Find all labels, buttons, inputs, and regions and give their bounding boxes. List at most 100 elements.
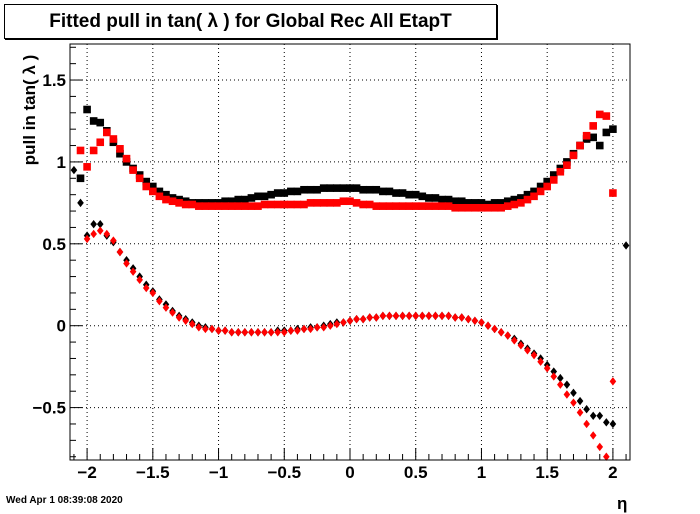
y-tick-label: 0 (57, 317, 66, 336)
data-point (484, 203, 492, 212)
data-point (333, 199, 341, 207)
data-point (583, 419, 590, 429)
data-point (149, 288, 157, 298)
data-point (221, 326, 229, 335)
data-point (123, 259, 130, 268)
data-point (300, 200, 308, 209)
data-point (419, 311, 426, 321)
data-point (135, 174, 144, 183)
data-point (418, 192, 427, 201)
data-point (490, 203, 499, 212)
data-point (175, 313, 183, 322)
data-point (202, 324, 209, 334)
data-point (313, 199, 321, 207)
data-point (294, 326, 301, 335)
x-tick-label: 0 (345, 463, 354, 482)
data-point (181, 200, 190, 209)
data-point (201, 202, 210, 210)
data-point (221, 202, 229, 210)
data-point (478, 318, 485, 327)
data-point (563, 390, 571, 399)
data-point (234, 328, 242, 337)
data-point (595, 110, 604, 119)
data-point (307, 324, 314, 334)
data-point (491, 324, 498, 334)
data-point (208, 324, 216, 334)
data-point (241, 202, 249, 210)
data-point (425, 194, 433, 202)
data-point (549, 171, 558, 179)
data-point (589, 431, 597, 440)
data-point (254, 328, 262, 337)
data-point (530, 192, 538, 201)
data-point (464, 203, 473, 212)
data-point (392, 311, 400, 321)
data-point (412, 311, 420, 321)
data-point (83, 105, 91, 114)
data-point (398, 189, 407, 197)
data-point (444, 202, 453, 210)
data-point (411, 202, 420, 210)
data-point (504, 331, 512, 340)
data-point (596, 411, 604, 420)
data-point (313, 323, 321, 332)
data-point (90, 219, 97, 229)
data-point (188, 200, 197, 209)
data-point (517, 199, 525, 207)
data-point (333, 319, 341, 329)
data-point (543, 182, 551, 191)
data-point (365, 185, 374, 194)
data-point (247, 194, 256, 202)
data-point (596, 442, 604, 452)
data-point (490, 199, 499, 207)
data-point (536, 182, 545, 191)
y-tick-label: 1.5 (42, 71, 66, 90)
y-tick-label: −0.5 (32, 399, 66, 418)
x-tick-label: 0.5 (404, 463, 428, 482)
data-point (267, 190, 275, 199)
data-point (142, 177, 151, 186)
data-point (438, 311, 446, 321)
data-point (77, 198, 84, 208)
data-point (293, 200, 302, 209)
data-point (352, 184, 361, 192)
data-point (340, 318, 347, 327)
data-point (83, 234, 91, 244)
data-point (116, 247, 124, 257)
data-point (129, 267, 137, 276)
data-point (155, 187, 164, 196)
data-point (477, 203, 486, 212)
data-point (576, 141, 584, 150)
data-point (89, 117, 98, 125)
data-point (182, 316, 189, 325)
axis-ticks (70, 46, 627, 460)
tick-labels: −2 −1.5 −1 −0.5 0 0.5 1 1.5 2 −0.5 0 0.5 1 1.5 (32, 71, 617, 482)
data-point (523, 195, 532, 204)
data-point (444, 195, 453, 204)
data-point (254, 192, 262, 201)
data-point (622, 241, 630, 250)
data-point (306, 199, 315, 207)
data-point (609, 377, 617, 386)
data-point (76, 174, 85, 183)
data-point (353, 314, 360, 324)
data-point (241, 195, 249, 204)
data-point (503, 202, 512, 210)
data-point (273, 189, 282, 197)
data-point (379, 187, 387, 196)
data-point (326, 321, 334, 330)
data-point (471, 316, 479, 325)
data-point (359, 200, 367, 209)
data-point (603, 418, 610, 427)
data-point (576, 408, 584, 417)
data-point (280, 200, 289, 209)
data-point (142, 182, 151, 191)
data-point (530, 350, 538, 360)
data-point (208, 202, 216, 210)
data-point (319, 184, 328, 192)
data-point (510, 195, 519, 204)
data-point (214, 202, 223, 210)
data-point (280, 189, 289, 197)
data-point (576, 396, 584, 406)
data-point (76, 146, 85, 155)
